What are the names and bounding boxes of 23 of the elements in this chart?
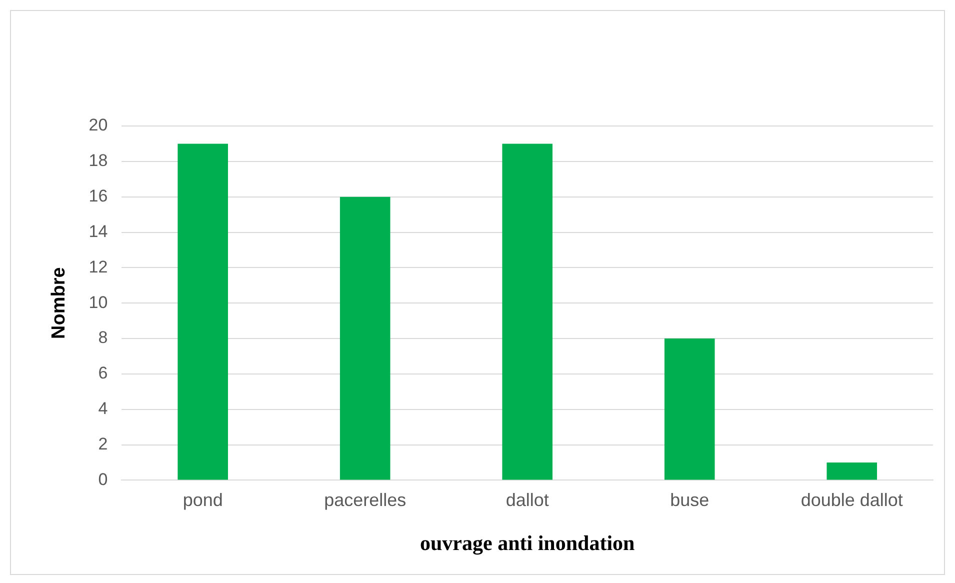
bar bbox=[178, 144, 228, 480]
y-axis-title: Nombre bbox=[48, 267, 70, 339]
x-tick-label: double dallot bbox=[800, 490, 903, 510]
y-tick-label: 10 bbox=[88, 292, 108, 312]
y-tick-label: 6 bbox=[98, 364, 108, 383]
y-tick-label: 12 bbox=[88, 257, 108, 276]
y-tick-label: 14 bbox=[88, 222, 108, 241]
x-tick-label: buse bbox=[670, 490, 710, 510]
y-tick-label: 16 bbox=[88, 186, 108, 206]
y-tick-label: 18 bbox=[88, 151, 108, 170]
x-axis-title: ouvrage anti inondation bbox=[420, 530, 636, 555]
bar bbox=[664, 338, 715, 480]
y-tick-label: 0 bbox=[98, 470, 108, 489]
x-tick-label: pond bbox=[182, 490, 223, 510]
bar bbox=[502, 144, 553, 480]
y-tick-label: 2 bbox=[98, 434, 108, 454]
bar bbox=[340, 196, 390, 480]
x-tick-label: dallot bbox=[506, 490, 549, 510]
y-tick-label: 4 bbox=[98, 399, 108, 418]
bar bbox=[826, 462, 878, 480]
y-tick-label: 8 bbox=[98, 328, 108, 348]
x-tick-label: pacerelles bbox=[324, 490, 406, 510]
y-tick-label: 20 bbox=[88, 116, 108, 135]
